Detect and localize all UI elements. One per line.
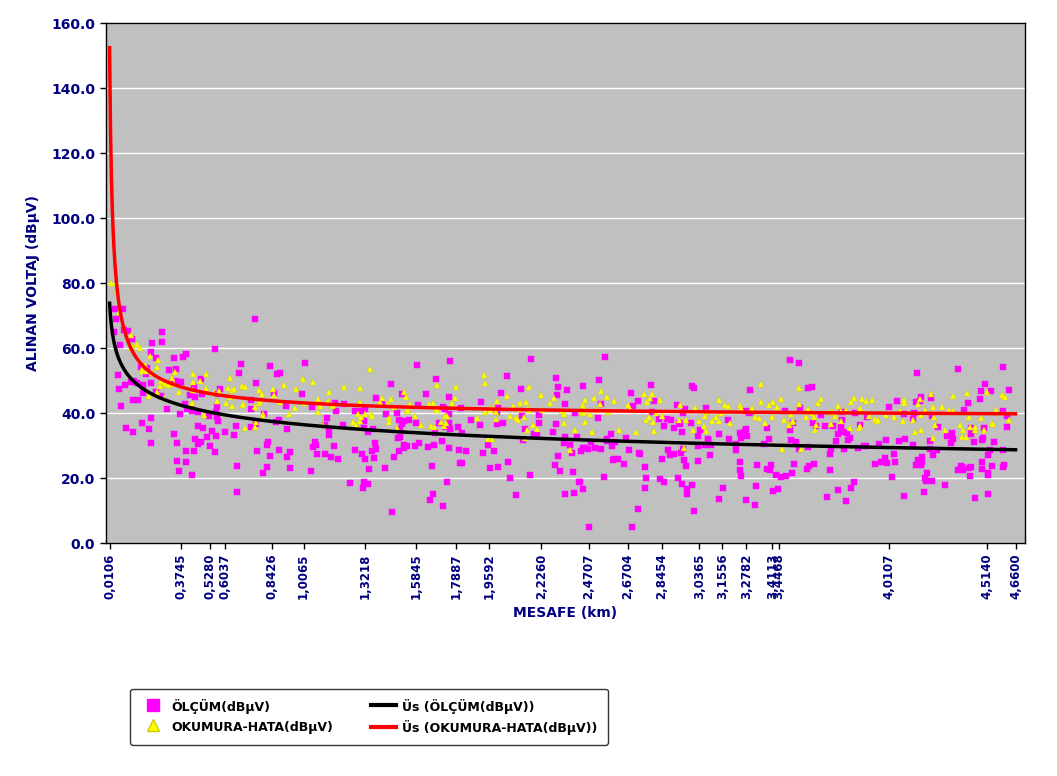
OKUMURA-HATA(dBμV) [647,417,660,427]
Üs (ÖLÇÜM(dBμV)) [502,432,515,442]
Üs (OKUMURA-HATA(dBμV)) [1009,409,1022,418]
OKUMURA-HATA(dBμV) [105,279,117,288]
Üs (ÖLÇÜM(dBμV)) [810,442,822,451]
ÖLÇÜM(dBμV) [985,386,998,396]
ÖLÇÜM(dBμV) [854,421,867,430]
Üs (ÖLÇÜM(dBμV)) [104,299,116,308]
Y-axis label: ALINAN VOLTAJ (dBμV): ALINAN VOLTAJ (dBμV) [26,196,40,371]
OKUMURA-HATA(dBμV) [563,445,576,455]
Üs (OKUMURA-HATA(dBμV)) [469,404,482,414]
OKUMURA-HATA(dBμV) [638,390,651,399]
OKUMURA-HATA(dBμV) [110,279,123,288]
OKUMURA-HATA(dBμV) [1002,415,1015,424]
Üs (ÖLÇÜM(dBμV)) [196,406,208,415]
Line: Üs (OKUMURA-HATA(dBμV)): Üs (OKUMURA-HATA(dBμV)) [110,47,1016,414]
ÖLÇÜM(dBμV) [108,327,120,337]
Line: Üs (ÖLÇÜM(dBμV)): Üs (ÖLÇÜM(dBμV)) [110,303,1016,450]
Line: OKUMURA-HATA(dBμV): OKUMURA-HATA(dBμV) [108,280,1013,454]
Üs (OKUMURA-HATA(dBμV)) [810,408,822,417]
Üs (ÖLÇÜM(dBμV)) [1009,445,1022,455]
ÖLÇÜM(dBμV) [558,438,571,448]
Üs (OKUMURA-HATA(dBμV)) [502,405,515,414]
Üs (OKUMURA-HATA(dBμV)) [826,408,838,417]
ÖLÇÜM(dBμV) [551,383,563,392]
OKUMURA-HATA(dBμV) [641,416,653,425]
Line: ÖLÇÜM(dBμV): ÖLÇÜM(dBμV) [111,307,1012,530]
OKUMURA-HATA(dBμV) [860,397,873,406]
Üs (OKUMURA-HATA(dBμV)) [104,43,116,52]
OKUMURA-HATA(dBμV) [925,389,938,398]
Üs (ÖLÇÜM(dBμV)) [826,442,838,451]
ÖLÇÜM(dBμV) [605,430,617,439]
Legend: ÖLÇÜM(dBμV), OKUMURA-HATA(dBμV), Üs (ÖLÇÜM(dBμV)), Üs (OKUMURA-HATA(dBμV)): ÖLÇÜM(dBμV), OKUMURA-HATA(dBμV), Üs (ÖLÇ… [130,688,608,745]
X-axis label: MESAFE (km): MESAFE (km) [514,606,617,620]
Üs (OKUMURA-HATA(dBμV)) [725,407,738,417]
ÖLÇÜM(dBμV) [583,522,596,532]
Üs (OKUMURA-HATA(dBμV)) [196,387,208,397]
ÖLÇÜM(dBμV) [661,414,673,424]
Üs (ÖLÇÜM(dBμV)) [469,431,482,441]
ÖLÇÜM(dBμV) [1003,385,1016,394]
ÖLÇÜM(dBμV) [108,304,120,314]
Üs (ÖLÇÜM(dBμV)) [725,439,738,449]
